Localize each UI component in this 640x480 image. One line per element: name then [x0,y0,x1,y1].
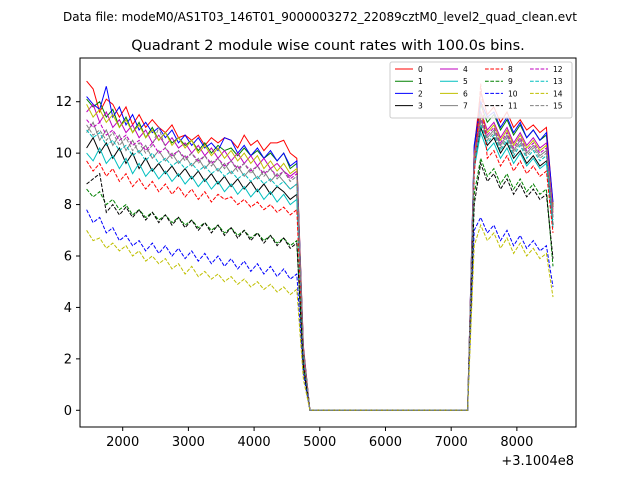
legend-label-0: 0 [418,65,423,74]
legend-label-15: 15 [553,102,563,111]
x-tick-label: 2000 [106,435,139,450]
x-tick-label: 7000 [435,435,468,450]
series-layer [86,80,554,411]
plot-frame [79,57,577,428]
x-offset-label: +3.1004e8 [501,454,574,469]
legend-label-13: 13 [553,77,563,86]
legend-label-4: 4 [463,65,468,74]
y-tick-label: 0 [64,404,72,419]
y-tick-label: 8 [64,198,72,213]
legend-label-11: 11 [508,102,518,111]
series-line-15 [86,120,554,411]
x-tick-label: 8000 [500,435,533,450]
x-tick-label: 5000 [303,435,336,450]
legend-label-2: 2 [418,89,423,98]
legend-label-12: 12 [553,65,563,74]
suptitle: Data file: modeM0/AS1T03_146T01_90000032… [63,10,577,24]
legend-label-3: 3 [418,102,423,111]
y-tick-label: 6 [64,250,72,265]
legend-label-1: 1 [418,77,423,86]
legend-label-14: 14 [553,89,563,98]
legend-label-10: 10 [508,89,518,98]
x-axis: 2000 3000 4000 5000 6000 7000 8000 [106,427,533,450]
x-tick-label: 6000 [369,435,402,450]
y-tick-label: 2 [64,352,72,367]
legend-box [389,61,573,119]
y-tick-label: 10 [55,147,72,162]
legend-label-9: 9 [508,77,513,86]
x-tick-label: 3000 [172,435,205,450]
chart-title: Quadrant 2 module wise count rates with … [131,38,525,54]
x-tick-label: 4000 [238,435,271,450]
y-tick-label: 12 [55,95,72,110]
legend-label-5: 5 [463,77,468,86]
y-axis: 0 2 4 6 8 10 12 [55,95,80,419]
legend-label-7: 7 [463,102,468,111]
legend-label-6: 6 [463,89,468,98]
legend-label-8: 8 [508,65,513,74]
y-tick-label: 4 [64,301,72,316]
